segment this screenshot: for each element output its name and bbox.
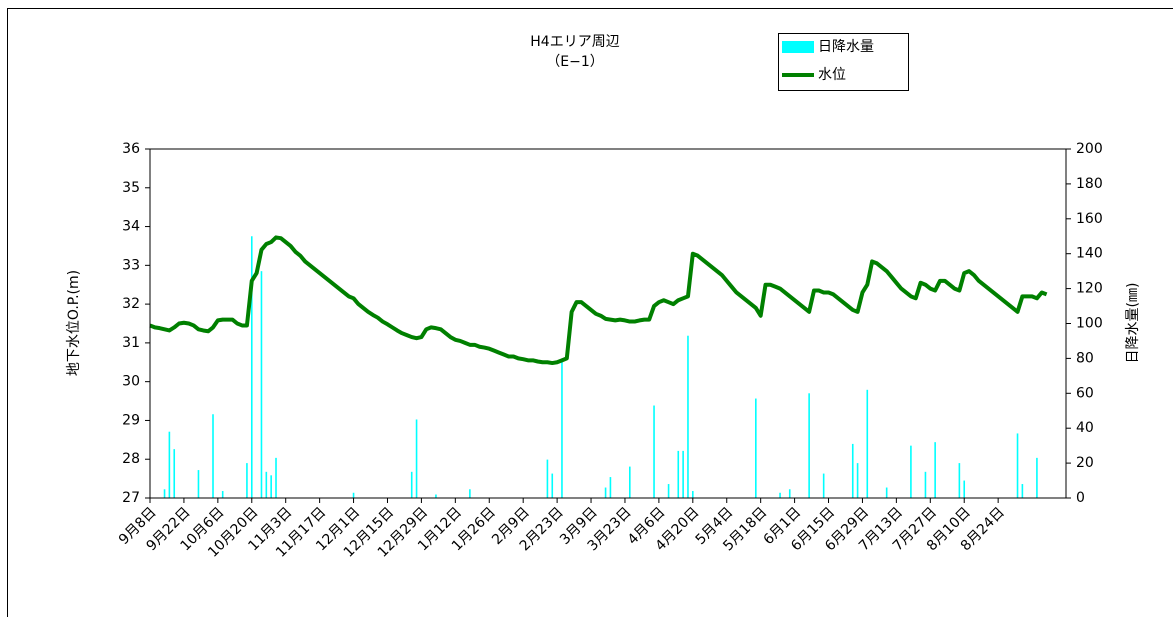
bar	[416, 419, 418, 498]
y2-tick-label: 100	[1076, 316, 1103, 332]
bar	[692, 491, 694, 498]
y2-tick-label: 0	[1076, 490, 1085, 506]
bar	[610, 477, 612, 498]
bar	[934, 442, 936, 498]
bar	[682, 451, 684, 498]
y-tick-label: 29	[122, 412, 140, 428]
bar	[963, 481, 965, 498]
bar	[653, 406, 655, 498]
bar	[910, 446, 912, 498]
bar	[789, 489, 791, 498]
bar	[687, 336, 689, 498]
y2-tick-label: 120	[1076, 281, 1103, 297]
y2-tick-label: 80	[1076, 350, 1094, 366]
bar	[551, 474, 553, 498]
bar	[266, 472, 268, 498]
bar	[755, 399, 757, 498]
bar	[677, 451, 679, 498]
bar	[629, 467, 631, 498]
y-tick-label: 30	[122, 374, 140, 390]
line	[150, 237, 1047, 363]
bar	[222, 491, 224, 498]
y-tick-label: 34	[122, 219, 140, 235]
bar	[246, 463, 248, 498]
bar	[1022, 484, 1024, 498]
bar	[469, 489, 471, 498]
y2-tick-label: 160	[1076, 211, 1103, 227]
bar	[169, 432, 171, 498]
legend-swatch	[782, 41, 814, 53]
y2-tick-label: 180	[1076, 176, 1103, 192]
bar	[886, 488, 888, 498]
y-tick-label: 35	[122, 180, 140, 196]
bar	[959, 463, 961, 498]
bar	[852, 444, 854, 498]
bar	[198, 470, 200, 498]
y2-tick-label: 200	[1076, 141, 1103, 157]
bar	[668, 484, 670, 498]
bar	[857, 463, 859, 498]
y-axis-label: 地下水位O.P.(m)	[66, 270, 82, 376]
bar	[561, 358, 563, 498]
y2-tick-label: 140	[1076, 246, 1103, 262]
y-tick-label: 31	[122, 335, 140, 351]
y2-tick-label: 20	[1076, 455, 1094, 471]
legend-label: 水位	[818, 67, 846, 83]
chart-title: H4エリア周辺	[530, 34, 619, 50]
bar	[353, 493, 355, 498]
y-tick-label: 27	[122, 490, 140, 506]
bar	[261, 271, 263, 498]
chart-subtitle: （E−1）	[546, 54, 603, 70]
bar	[251, 236, 253, 498]
legend-label: 日降水量	[818, 39, 874, 55]
bar	[1036, 458, 1038, 498]
bar	[605, 488, 607, 498]
plot-border	[150, 149, 1066, 498]
y-tick-label: 32	[122, 296, 140, 312]
bar	[779, 493, 781, 498]
bar	[1017, 433, 1019, 498]
bar	[212, 414, 214, 498]
bar	[823, 474, 825, 498]
bar	[866, 390, 868, 498]
bar	[808, 393, 810, 498]
bar	[411, 472, 413, 498]
y2-tick-label: 60	[1076, 385, 1094, 401]
y-tick-label: 36	[122, 141, 140, 157]
y-tick-label: 28	[122, 451, 140, 467]
bar	[270, 475, 272, 498]
bar	[435, 495, 437, 498]
y2-axis-label: 日降水量(㎜)	[1125, 283, 1141, 364]
y-tick-label: 33	[122, 257, 140, 273]
bar	[275, 458, 277, 498]
y2-tick-label: 40	[1076, 420, 1094, 436]
bar	[925, 472, 927, 498]
bar	[547, 460, 549, 498]
bar	[164, 489, 166, 498]
bar	[173, 449, 175, 498]
